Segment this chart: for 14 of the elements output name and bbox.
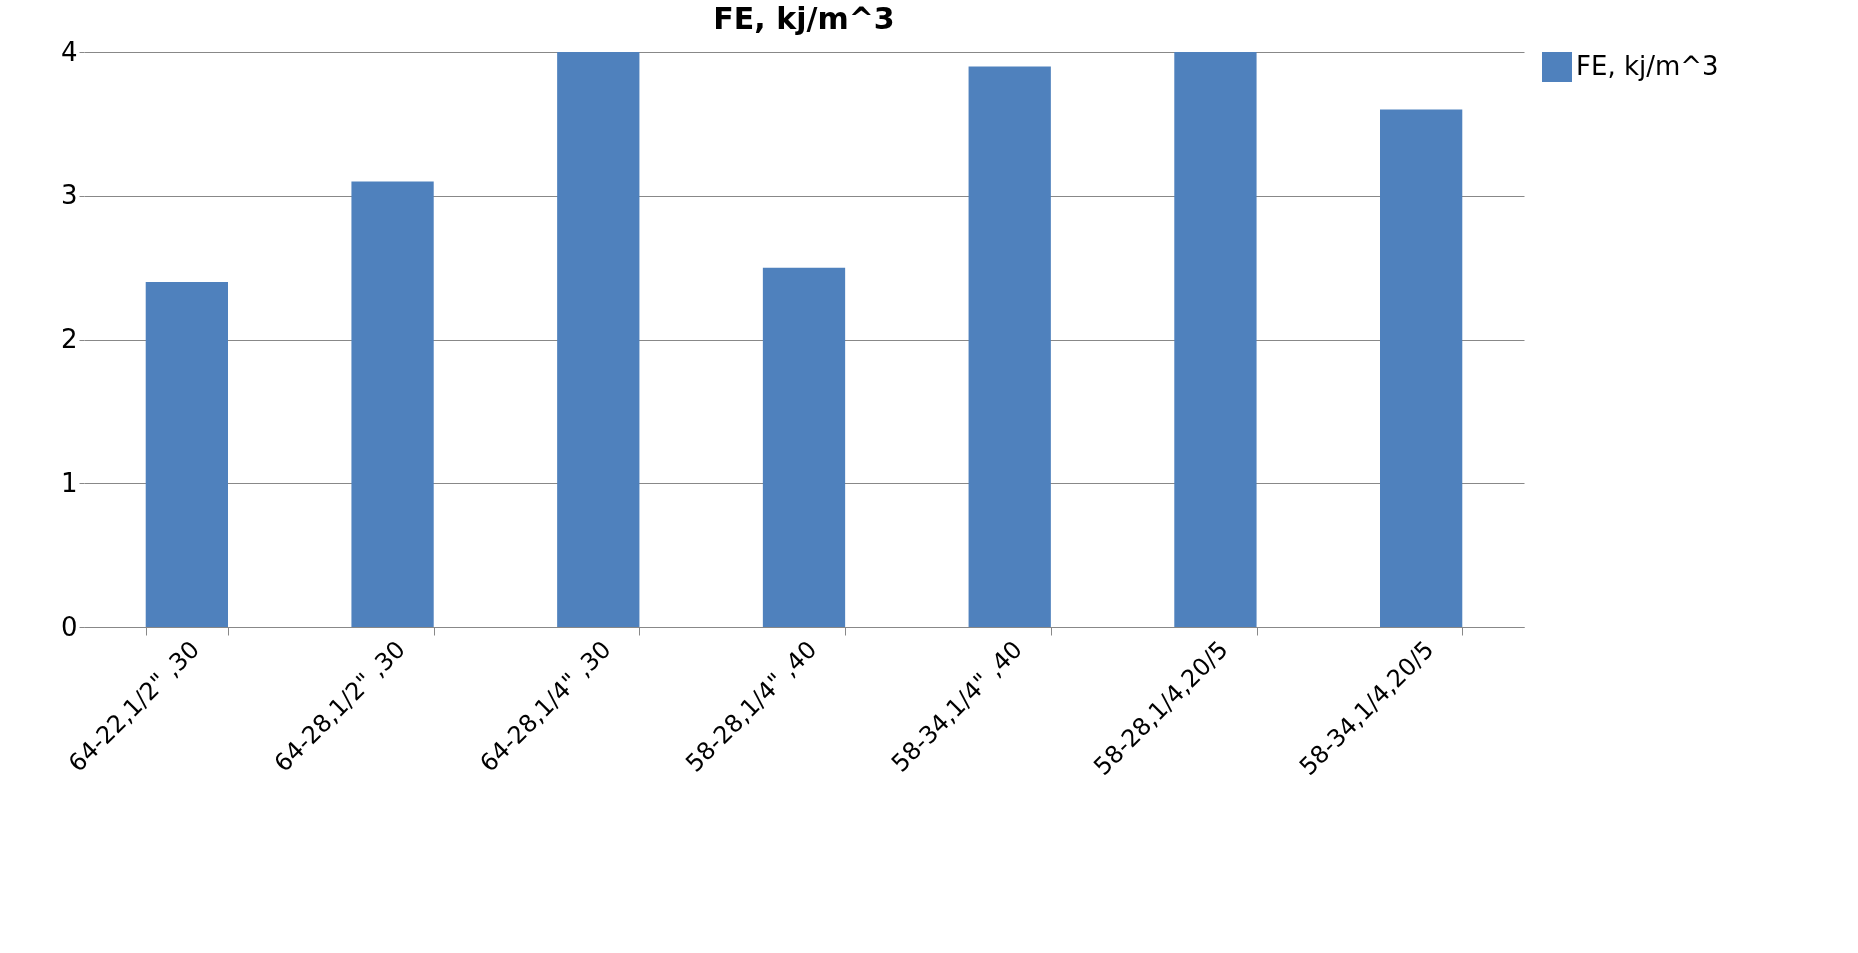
bar — [145, 282, 228, 627]
bar — [968, 66, 1051, 627]
bar — [762, 267, 846, 627]
y-tick-label: 4 — [60, 36, 78, 67]
y-tick-label: 3 — [60, 180, 78, 211]
y-tick-label: 2 — [60, 324, 78, 354]
bar — [1380, 109, 1463, 627]
y-tick-label: 1 — [60, 467, 78, 498]
chart-title: FE, kj/m^3 — [713, 1, 895, 36]
legend-label: FE, kj/m^3 — [1576, 51, 1719, 81]
bar — [1174, 52, 1257, 627]
bar — [557, 52, 640, 627]
y-tick-label: 0 — [60, 611, 78, 642]
bar — [351, 181, 434, 627]
